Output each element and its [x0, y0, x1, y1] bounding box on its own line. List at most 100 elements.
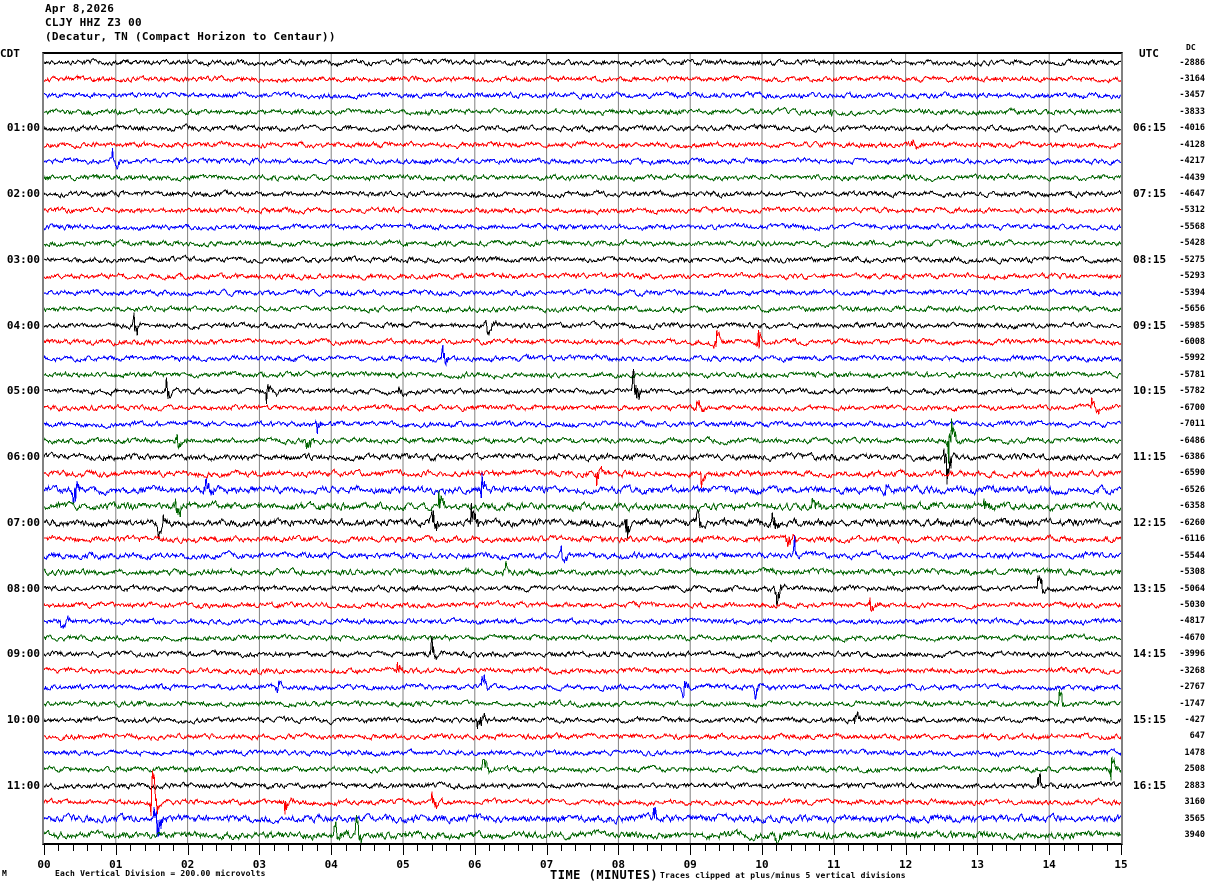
x-tick-minor: [704, 845, 706, 851]
x-axis-ticks: [42, 845, 1123, 859]
header-station: CLJY HHZ Z3 00: [45, 16, 142, 29]
dc-offset-value: -5030: [1179, 599, 1205, 610]
trace-line: [44, 330, 1121, 349]
left-time-label: 03:00: [6, 252, 40, 266]
trace-line: [44, 57, 1121, 68]
trace-line: [44, 304, 1121, 314]
x-tick-minor: [216, 845, 218, 851]
x-tick-minor: [848, 845, 850, 851]
x-tick-minor: [1106, 845, 1108, 851]
trace-line: [44, 368, 1121, 404]
clip-note: Traces clipped at plus/minus 5 vertical …: [660, 871, 906, 880]
x-tick-major: [690, 845, 692, 855]
x-tick-label: 05: [396, 858, 410, 871]
trace-line: [44, 575, 1121, 608]
trace-line: [44, 770, 1121, 817]
left-time-label: 05:00: [6, 384, 40, 398]
right-time-label: 11:15: [1133, 450, 1167, 464]
trace-line: [44, 806, 1121, 837]
dc-offset-value: -4439: [1179, 172, 1205, 183]
dc-offset-value: -2767: [1179, 682, 1205, 693]
trace-line: [44, 173, 1121, 183]
x-tick-label: 09: [683, 858, 697, 871]
dc-offset-value: -3457: [1179, 90, 1205, 101]
trace-line: [44, 254, 1121, 265]
dc-offset-value: -6008: [1179, 336, 1205, 347]
x-tick-minor: [891, 845, 893, 851]
x-tick-minor: [675, 845, 677, 851]
dc-offset-value: 647: [1189, 731, 1205, 742]
header-date: Apr 8,2026: [45, 2, 115, 15]
x-tick-label: 03: [252, 858, 267, 871]
x-tick-minor: [1020, 845, 1022, 851]
dc-offset-value: -6526: [1179, 484, 1205, 495]
x-tick-minor: [560, 845, 562, 851]
dc-offset-value: -5985: [1179, 320, 1205, 331]
x-tick-label: 07: [539, 858, 554, 871]
x-tick-major: [259, 845, 261, 855]
x-tick-minor: [101, 845, 103, 851]
trace-line: [44, 662, 1121, 676]
x-tick-minor: [1092, 845, 1094, 851]
x-tick-minor: [503, 845, 505, 851]
x-tick-major: [546, 845, 548, 855]
x-tick-minor: [876, 845, 878, 851]
trace-line: [44, 222, 1121, 232]
trace-line: [44, 148, 1121, 170]
x-tick-label: 00: [37, 858, 51, 871]
x-tick-label: 13: [970, 858, 985, 871]
trace-line: [44, 503, 1121, 540]
x-tick-minor: [158, 845, 160, 851]
x-tick-minor: [130, 845, 132, 851]
trace-line: [44, 448, 1121, 485]
trace-line: [44, 74, 1121, 84]
dc-offset-value: -6700: [1179, 402, 1205, 413]
x-tick-minor: [374, 845, 376, 851]
dc-offset-value: -4128: [1179, 139, 1205, 150]
trace-line: [44, 139, 1121, 151]
x-tick-label: 01: [109, 858, 123, 871]
dc-offset-value: -5544: [1179, 550, 1205, 561]
dc-offset-value: -3996: [1179, 649, 1205, 660]
trace-line: [44, 189, 1121, 199]
dc-offset-value: -427: [1184, 715, 1205, 726]
x-tick-major: [1121, 845, 1122, 855]
right-time-label: 16:15: [1133, 778, 1167, 792]
dc-offset-value: -5064: [1179, 583, 1205, 594]
x-tick-minor: [1034, 845, 1036, 851]
x-tick-minor: [446, 845, 448, 851]
header-location: (Decatur, TN (Compact Horizon to Centaur…: [45, 30, 336, 43]
dc-offset-value: -3164: [1179, 73, 1205, 84]
x-tick-minor: [862, 845, 864, 851]
dc-offset-value: -3833: [1179, 106, 1205, 117]
trace-line: [44, 689, 1121, 709]
dc-offset-value: 2508: [1184, 764, 1205, 775]
x-tick-minor: [431, 845, 433, 851]
dc-offset-value: -6260: [1179, 517, 1205, 528]
dc-offset-value: -5656: [1179, 304, 1205, 315]
x-tick-label: 12: [898, 858, 913, 871]
trace-line: [44, 205, 1121, 216]
x-tick-minor: [718, 845, 720, 851]
trace-line: [44, 238, 1121, 249]
trace-line: [44, 271, 1121, 282]
dc-offset-value: 3565: [1184, 813, 1205, 824]
trace-line: [44, 636, 1121, 661]
x-tick-label: 15: [1114, 858, 1128, 871]
x-tick-minor: [245, 845, 247, 851]
x-tick-minor: [288, 845, 290, 851]
dc-offset-value: -6358: [1179, 501, 1205, 512]
x-tick-minor: [58, 845, 60, 851]
dc-offset-value: -2886: [1179, 57, 1205, 68]
trace-line: [44, 106, 1121, 117]
x-tick-minor: [173, 845, 175, 851]
right-time-label: 12:15: [1133, 515, 1167, 529]
dc-offset-value: -4647: [1179, 189, 1205, 200]
x-axis-labels: 00 01 02 03 04 05 06 07 08 09 10 11 12 13 14 15: [0, 858, 1210, 872]
dc-offset-value: -5428: [1179, 238, 1205, 249]
right-time-label: 06:15: [1133, 121, 1167, 135]
corner-mark: M: [2, 869, 7, 878]
dc-offset-value: -4217: [1179, 156, 1205, 167]
trace-line: [44, 370, 1121, 380]
